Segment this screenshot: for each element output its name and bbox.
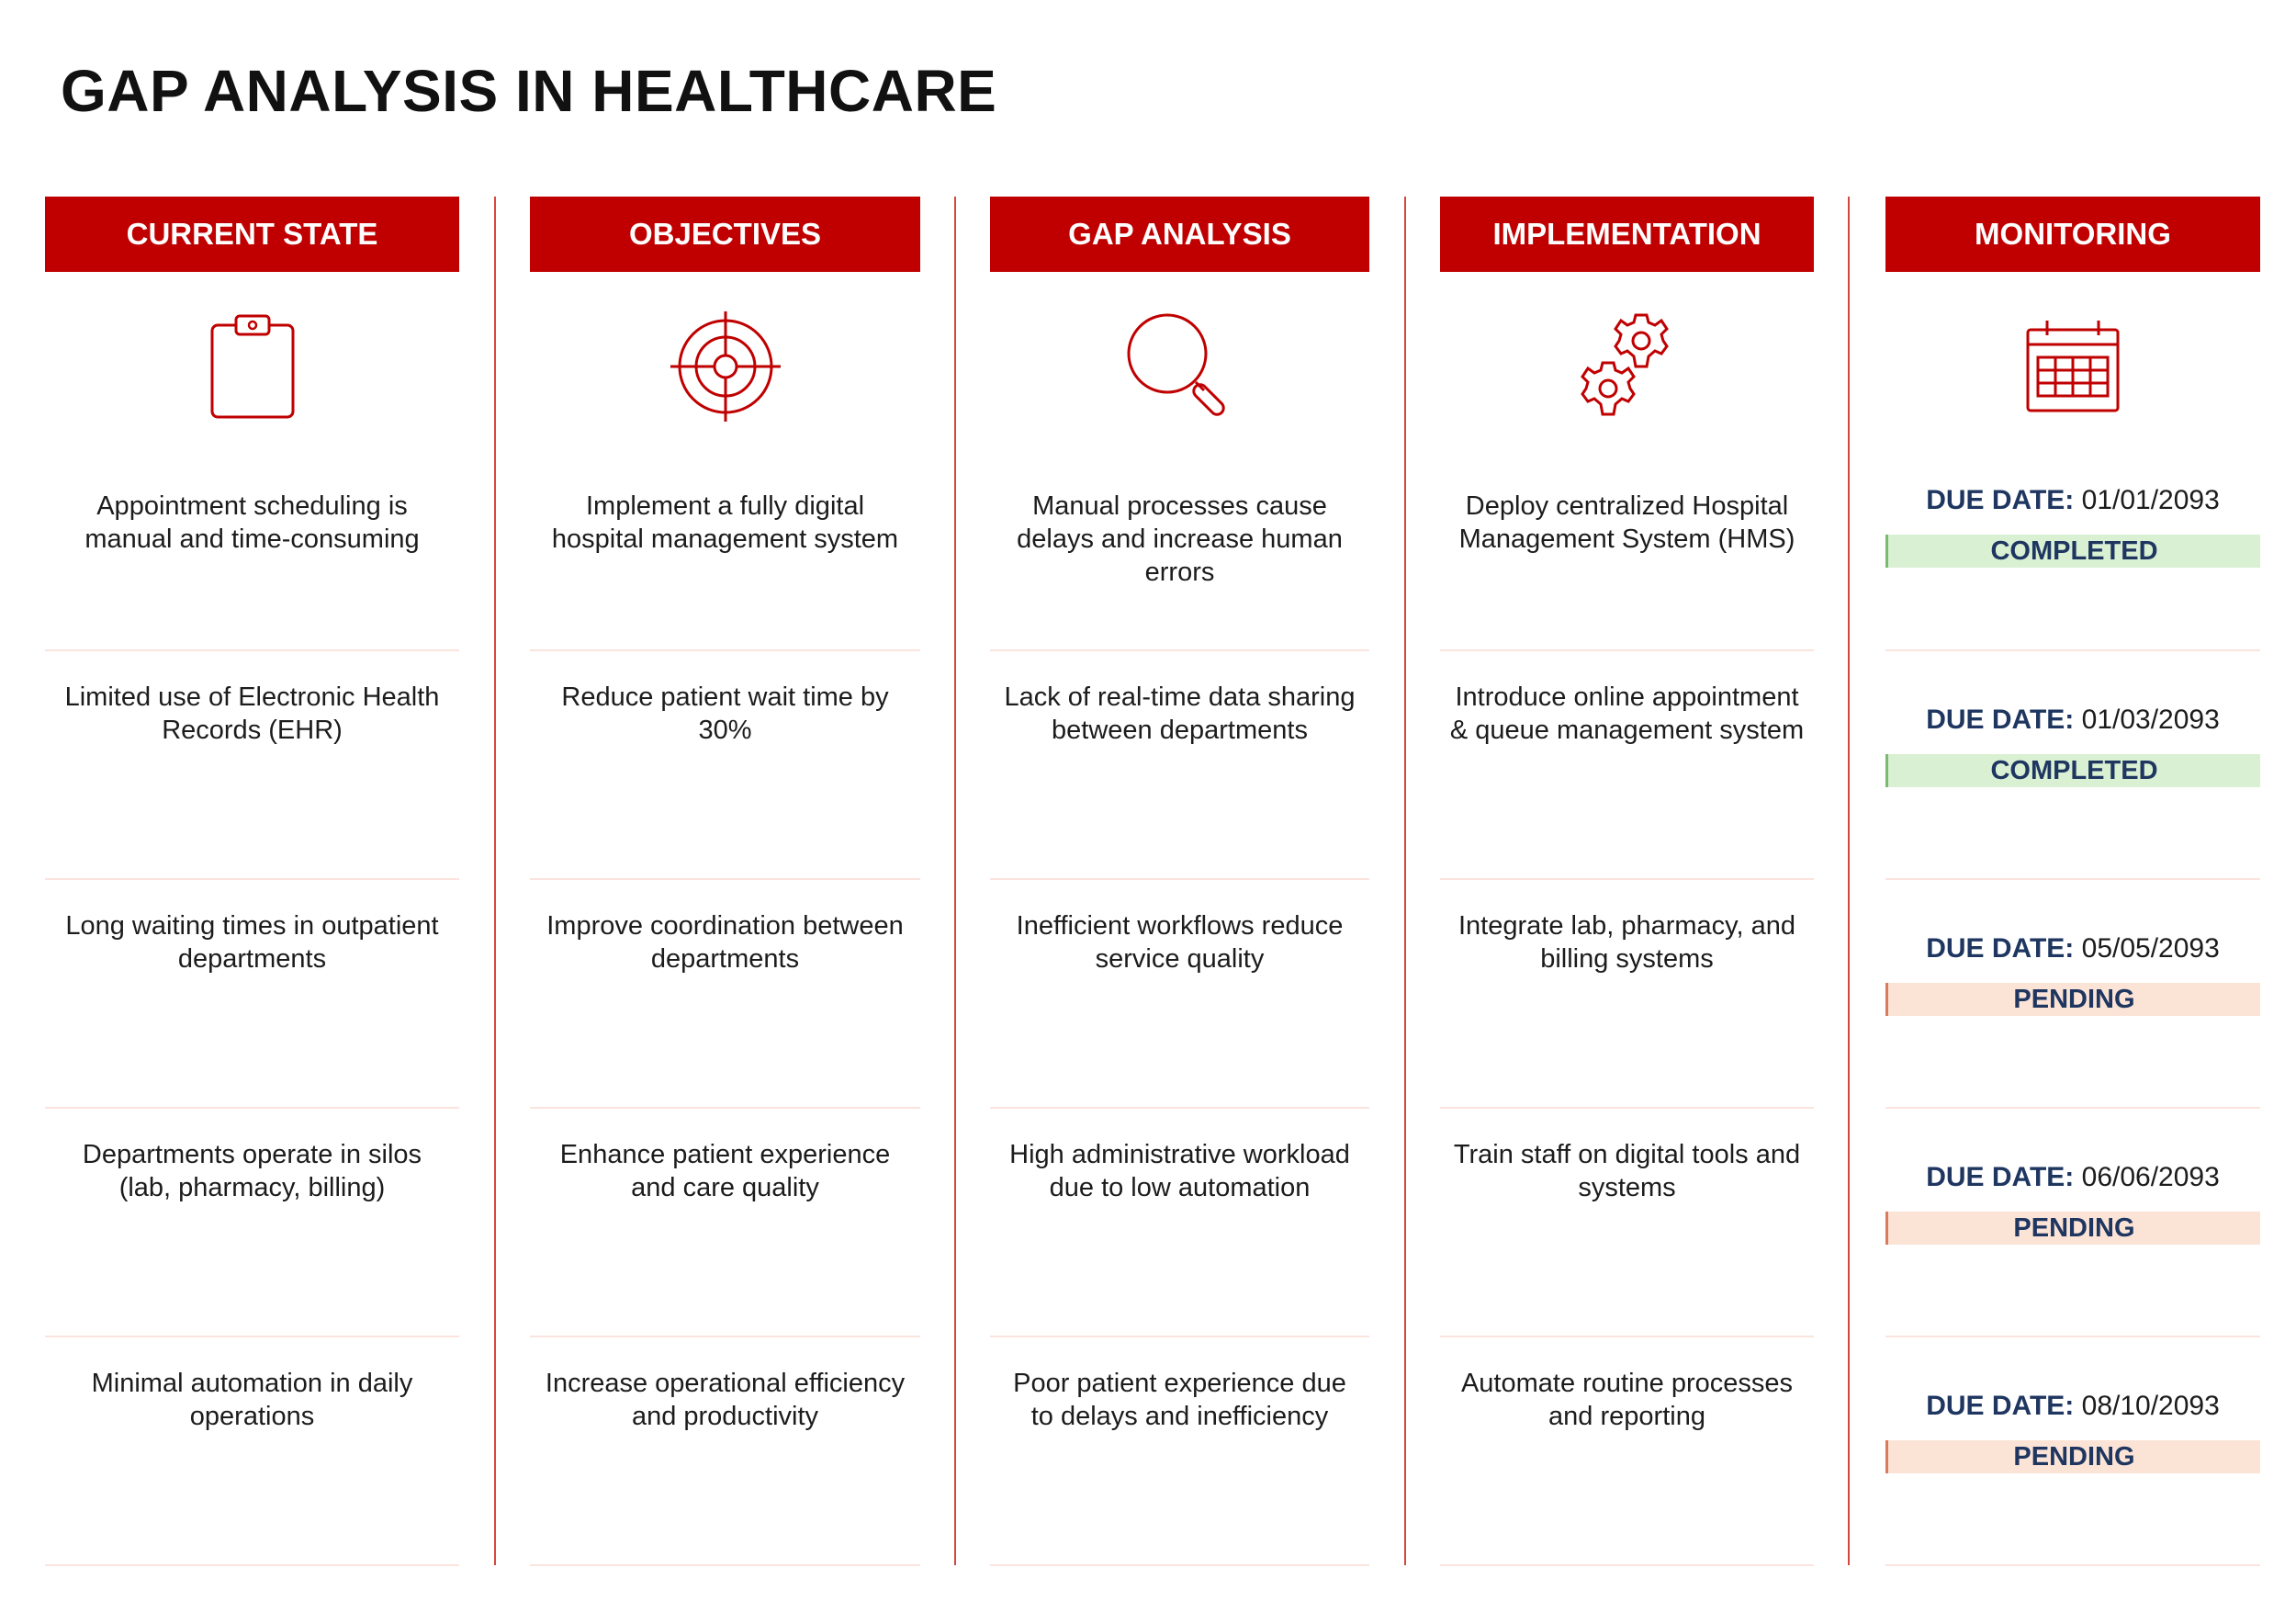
table-cell: Lack of real-time data sharing between d… bbox=[990, 651, 1369, 880]
table-cell: Departments operate in silos (lab, pharm… bbox=[45, 1109, 459, 1337]
clipboard-icon bbox=[210, 314, 294, 418]
table-cell: Introduce online appointment & queue man… bbox=[1440, 651, 1814, 880]
column-implementation: IMPLEMENTATION Deploy centralized Hospit… bbox=[1440, 197, 1814, 1566]
table-cell: Automate routine processes and reporting bbox=[1440, 1337, 1814, 1566]
due-date-label: DUE DATE: bbox=[1926, 705, 2075, 735]
due-date-value: 05/05/2093 bbox=[2081, 933, 2220, 964]
table-cell: High administrative workload due to low … bbox=[990, 1109, 1369, 1337]
column-header: IMPLEMENTATION bbox=[1440, 197, 1814, 272]
status-badge: PENDING bbox=[1885, 983, 2260, 1016]
table-cell: Integrate lab, pharmacy, and billing sys… bbox=[1440, 880, 1814, 1109]
table-cell: Limited use of Electronic Health Records… bbox=[45, 651, 459, 880]
due-date-label: DUE DATE: bbox=[1926, 1162, 2075, 1192]
due-date-label: DUE DATE: bbox=[1926, 1391, 2075, 1421]
column-monitoring: MONITORING DUE DATE: 01/01/2093 COMPLETE… bbox=[1885, 197, 2260, 1566]
table-cell: Manual processes cause delays and increa… bbox=[990, 460, 1369, 651]
due-date-value: 06/06/2093 bbox=[2081, 1162, 2220, 1192]
magnifier-icon bbox=[1127, 313, 1225, 416]
column-header: OBJECTIVES bbox=[530, 197, 920, 272]
monitoring-cell: DUE DATE: 05/05/2093 PENDING bbox=[1885, 880, 2260, 1109]
column-header: GAP ANALYSIS bbox=[990, 197, 1369, 272]
status-badge: PENDING bbox=[1885, 1212, 2260, 1245]
gears-icon bbox=[1580, 313, 1669, 415]
column-divider bbox=[954, 197, 956, 1565]
column-objectives: OBJECTIVES Implement a fully digital hos… bbox=[530, 197, 920, 1566]
due-date-value: 01/03/2093 bbox=[2081, 705, 2220, 735]
table-cell: Poor patient experience due to delays an… bbox=[990, 1337, 1369, 1566]
table-cell: Deploy centralized Hospital Management S… bbox=[1440, 460, 1814, 651]
table-cell: Reduce patient wait time by 30% bbox=[530, 651, 920, 880]
column-divider bbox=[1404, 197, 1406, 1565]
due-date-label: DUE DATE: bbox=[1926, 485, 2075, 515]
monitoring-cell: DUE DATE: 01/03/2093 COMPLETED bbox=[1885, 651, 2260, 880]
monitoring-cell: DUE DATE: 06/06/2093 PENDING bbox=[1885, 1109, 2260, 1337]
monitoring-cell: DUE DATE: 01/01/2093 COMPLETED bbox=[1885, 460, 2260, 651]
table-cell: Implement a fully digital hospital manag… bbox=[530, 460, 920, 651]
table-cell: Improve coordination between departments bbox=[530, 880, 920, 1109]
table-cell: Increase operational efficiency and prod… bbox=[530, 1337, 920, 1566]
table-cell: Minimal automation in daily operations bbox=[45, 1337, 459, 1566]
table-cell: Enhance patient experience and care qual… bbox=[530, 1109, 920, 1337]
column-divider bbox=[494, 197, 496, 1565]
column-current-state: CURRENT STATE Appointment scheduling is … bbox=[45, 197, 459, 1566]
monitoring-cell: DUE DATE: 08/10/2093 PENDING bbox=[1885, 1337, 2260, 1566]
due-date-value: 01/01/2093 bbox=[2081, 485, 2220, 515]
column-gap-analysis: GAP ANALYSIS Manual processes cause dela… bbox=[990, 197, 1369, 1566]
table-cell: Long waiting times in outpatient departm… bbox=[45, 880, 459, 1109]
column-divider bbox=[1848, 197, 1850, 1565]
table-cell: Inefficient workflows reduce service qua… bbox=[990, 880, 1369, 1109]
page-title: GAP ANALYSIS IN HEALTHCARE bbox=[61, 58, 997, 124]
due-date-label: DUE DATE: bbox=[1926, 933, 2075, 964]
column-header: MONITORING bbox=[1885, 197, 2260, 272]
status-badge: PENDING bbox=[1885, 1440, 2260, 1473]
column-header: CURRENT STATE bbox=[45, 197, 459, 272]
status-badge: COMPLETED bbox=[1885, 754, 2260, 787]
table-cell: Train staff on digital tools and systems bbox=[1440, 1109, 1814, 1337]
calendar-icon bbox=[2026, 320, 2120, 412]
table-cell: Appointment scheduling is manual and tim… bbox=[45, 460, 459, 651]
due-date-value: 08/10/2093 bbox=[2081, 1391, 2220, 1421]
status-badge: COMPLETED bbox=[1885, 535, 2260, 568]
target-icon bbox=[670, 310, 781, 422]
